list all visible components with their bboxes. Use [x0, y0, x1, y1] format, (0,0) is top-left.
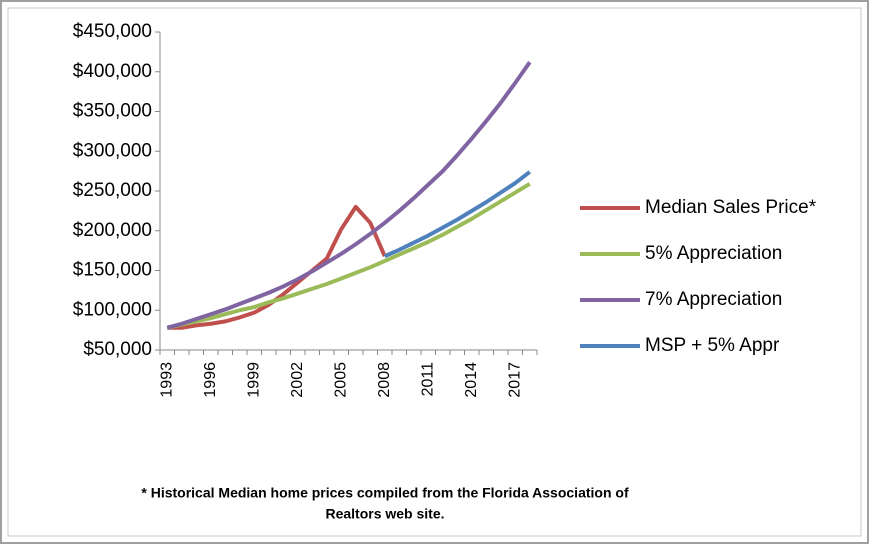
legend-label: 7% Appreciation	[645, 289, 782, 310]
series-line	[166, 182, 531, 330]
x-tick-label: 1996	[202, 362, 219, 398]
y-tick-label: $200,000	[73, 220, 152, 241]
footnote: * Historical Median home prices compiled…	[141, 485, 629, 501]
y-tick-label: $150,000	[73, 260, 152, 281]
legend-label: Median Sales Price*	[645, 197, 817, 218]
inner-frame	[7, 7, 862, 537]
legend-label: MSP + 5% Appr	[645, 335, 780, 356]
y-tick-label: $350,000	[73, 101, 152, 122]
x-tick-label: 2008	[376, 362, 393, 398]
x-tick-label: 1999	[245, 362, 262, 398]
footnote: Realtors web site.	[325, 506, 444, 522]
y-tick-label: $400,000	[73, 61, 152, 82]
x-tick-label: 2002	[289, 362, 306, 398]
x-tick-label: 2011	[419, 362, 436, 397]
series-line	[383, 170, 531, 259]
y-tick-label: $100,000	[73, 299, 152, 320]
y-tick-label: $250,000	[73, 180, 152, 201]
x-tick-label: 2017	[506, 362, 523, 398]
y-tick-label: $50,000	[83, 339, 152, 360]
y-tick-label: $450,000	[73, 21, 152, 42]
x-tick-label: 2014	[463, 362, 480, 398]
x-tick-label: 1993	[158, 362, 175, 398]
x-tick-label: 2005	[332, 362, 349, 398]
legend-label: 5% Appreciation	[645, 243, 782, 264]
series-line	[166, 61, 532, 330]
y-tick-label: $300,000	[73, 140, 152, 161]
